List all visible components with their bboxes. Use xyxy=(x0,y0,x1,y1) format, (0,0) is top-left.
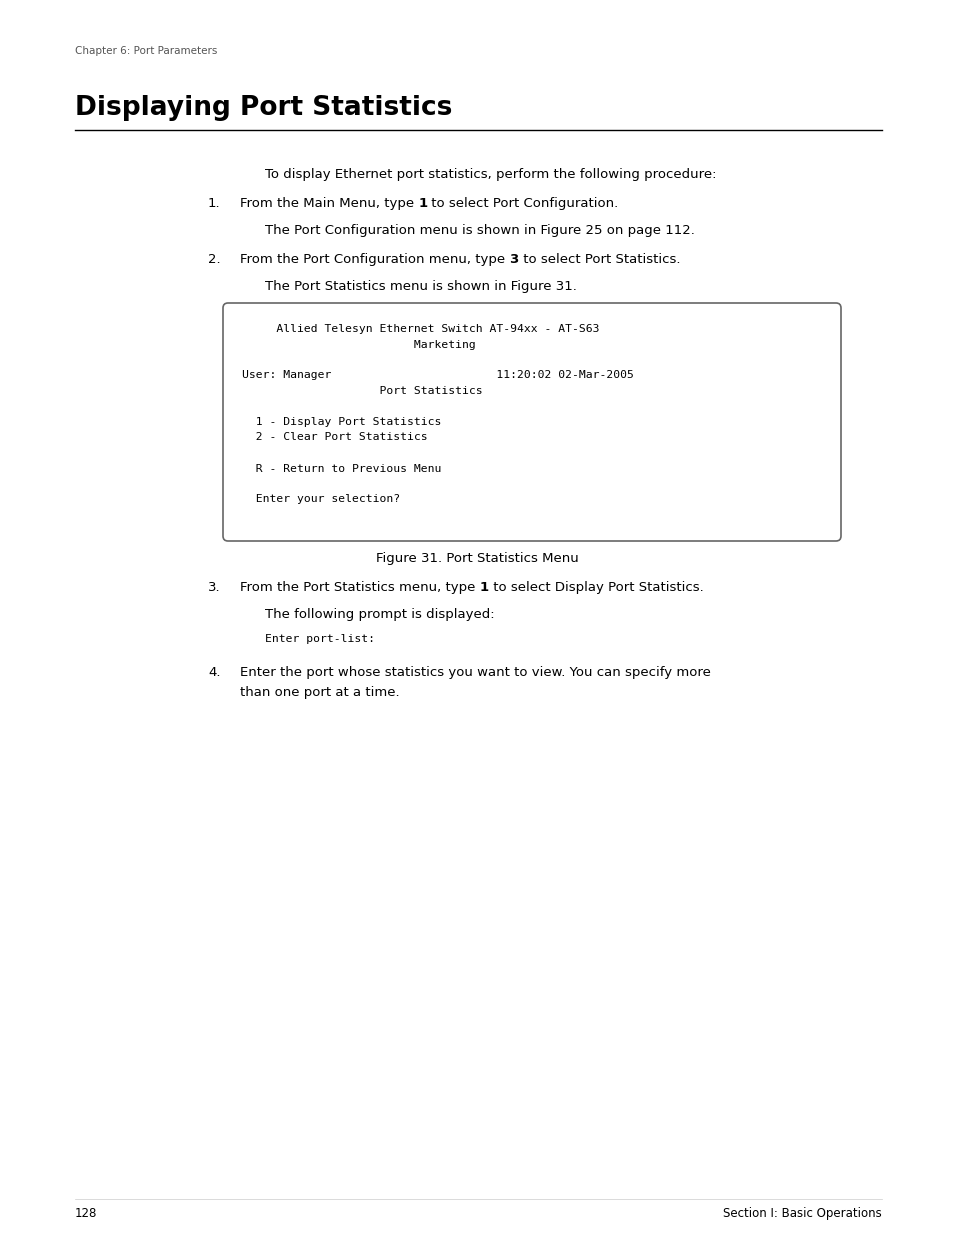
Text: Marketing: Marketing xyxy=(242,340,476,350)
Text: From the Port Configuration menu, type: From the Port Configuration menu, type xyxy=(240,253,509,266)
Text: to select Port Statistics.: to select Port Statistics. xyxy=(518,253,679,266)
Text: R - Return to Previous Menu: R - Return to Previous Menu xyxy=(242,463,441,473)
Text: 1.: 1. xyxy=(208,198,220,210)
Text: Chapter 6: Port Parameters: Chapter 6: Port Parameters xyxy=(75,46,217,56)
Text: Port Statistics: Port Statistics xyxy=(242,387,482,396)
Text: Displaying Port Statistics: Displaying Port Statistics xyxy=(75,95,452,121)
Text: 1: 1 xyxy=(418,198,427,210)
Text: Allied Telesyn Ethernet Switch AT-94xx - AT-S63: Allied Telesyn Ethernet Switch AT-94xx -… xyxy=(242,324,598,333)
Text: Figure 31. Port Statistics Menu: Figure 31. Port Statistics Menu xyxy=(375,552,578,564)
Text: 1 - Display Port Statistics: 1 - Display Port Statistics xyxy=(242,417,441,427)
Text: Section I: Basic Operations: Section I: Basic Operations xyxy=(722,1207,882,1220)
Text: 128: 128 xyxy=(75,1207,97,1220)
Text: 3: 3 xyxy=(509,253,518,266)
Text: to select Display Port Statistics.: to select Display Port Statistics. xyxy=(488,580,702,594)
Text: 2.: 2. xyxy=(208,253,220,266)
Text: User: Manager                        11:20:02 02-Mar-2005: User: Manager 11:20:02 02-Mar-2005 xyxy=(242,370,633,380)
Text: 3.: 3. xyxy=(208,580,220,594)
Text: 4.: 4. xyxy=(208,666,220,679)
Text: to select Port Configuration.: to select Port Configuration. xyxy=(427,198,618,210)
Text: 2 - Clear Port Statistics: 2 - Clear Port Statistics xyxy=(242,432,427,442)
Text: Enter the port whose statistics you want to view. You can specify more: Enter the port whose statistics you want… xyxy=(240,666,710,679)
Text: From the Main Menu, type: From the Main Menu, type xyxy=(240,198,418,210)
Text: than one port at a time.: than one port at a time. xyxy=(240,685,399,699)
Text: 1: 1 xyxy=(479,580,488,594)
Text: The Port Configuration menu is shown in Figure 25 on page 112.: The Port Configuration menu is shown in … xyxy=(265,224,694,237)
FancyBboxPatch shape xyxy=(223,303,841,541)
Text: The following prompt is displayed:: The following prompt is displayed: xyxy=(265,608,494,621)
Text: To display Ethernet port statistics, perform the following procedure:: To display Ethernet port statistics, per… xyxy=(265,168,716,182)
Text: Enter your selection?: Enter your selection? xyxy=(242,494,399,505)
Text: From the Port Statistics menu, type: From the Port Statistics menu, type xyxy=(240,580,479,594)
Text: Enter port-list:: Enter port-list: xyxy=(265,634,375,643)
Text: The Port Statistics menu is shown in Figure 31.: The Port Statistics menu is shown in Fig… xyxy=(265,280,577,293)
